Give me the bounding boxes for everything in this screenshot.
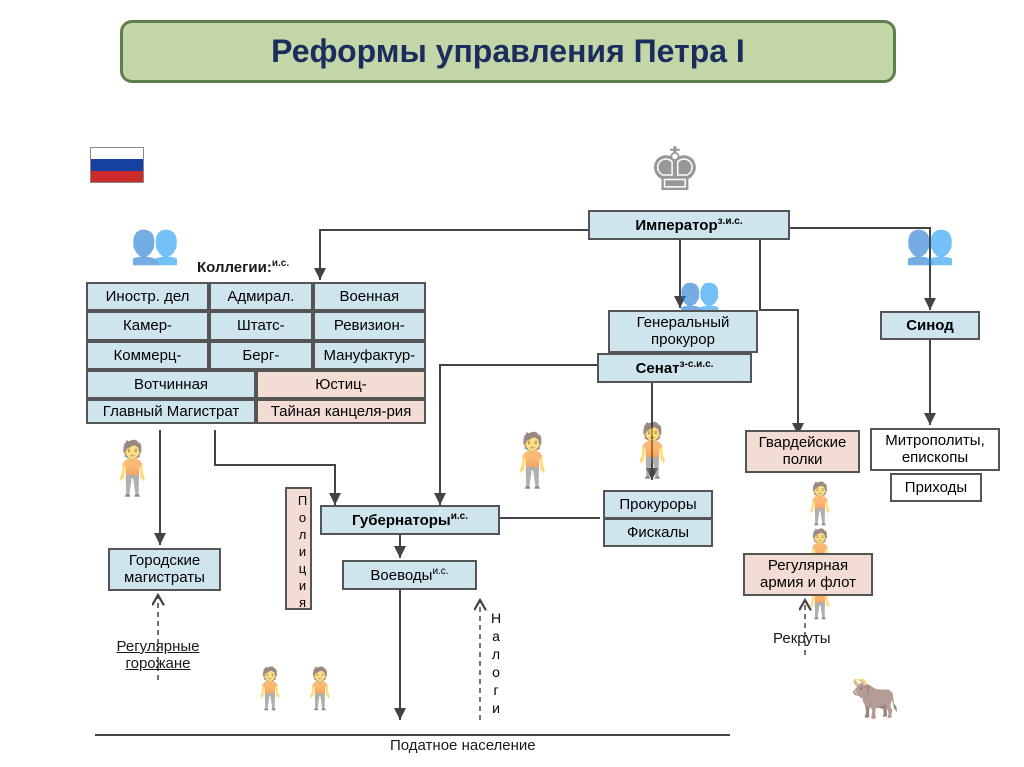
official-figure-icon: 🧍 bbox=[620, 420, 685, 481]
synod-figure-icon: 👥 bbox=[870, 220, 990, 267]
node-emperor: Императорз.и.с. bbox=[588, 210, 790, 240]
kollegii-grid: Иностр. дел Адмирал. Военная Камер- Штат… bbox=[86, 282, 426, 424]
cell-taynaya: Тайная канцеля-рия bbox=[256, 399, 426, 424]
senat-sup: з-с.и.с. bbox=[680, 359, 714, 370]
node-prokurory: Прокуроры bbox=[603, 490, 713, 519]
cell-shtats: Штатс- bbox=[209, 311, 313, 340]
cell-admiral: Адмирал. bbox=[209, 282, 313, 311]
emperor-figure-icon: ♚ bbox=[648, 135, 702, 205]
label-podat: Податное население bbox=[390, 737, 536, 754]
node-fiskaly: Фискалы bbox=[603, 518, 713, 547]
node-gormag: Городские магистраты bbox=[108, 548, 221, 591]
node-voevody: Воеводыи.с. bbox=[342, 560, 477, 590]
voevody-sup: и.с. bbox=[432, 566, 448, 577]
cell-inostr: Иностр. дел bbox=[86, 282, 209, 311]
gubernatory-sup: и.с. bbox=[451, 511, 468, 522]
emperor-sup: з.и.с. bbox=[718, 216, 743, 227]
cell-berg: Берг- bbox=[209, 341, 313, 370]
node-prihody: Приходы bbox=[890, 473, 982, 502]
node-senat: Сенатз-с.и.с. bbox=[597, 353, 752, 383]
governor-figure-icon: 🧍 bbox=[500, 430, 565, 491]
node-genprokuror: Генеральный прокурор bbox=[608, 310, 758, 353]
senate-figure-icon: 👥 bbox=[650, 275, 750, 315]
kollegii-heading: Коллегии:и.с. bbox=[197, 258, 289, 276]
townsfolk-figure-icon: 🧍🧍 bbox=[235, 665, 355, 712]
cell-votchin: Вотчинная bbox=[86, 370, 256, 399]
plowman-figure-icon: 🐂 bbox=[800, 675, 950, 722]
voevody-label: Воеводы bbox=[370, 567, 432, 584]
gubernatory-label: Губернаторы bbox=[352, 512, 451, 529]
label-nalogi: Налоги bbox=[488, 610, 504, 720]
cell-voennaya: Военная bbox=[313, 282, 426, 311]
emperor-label: Император bbox=[635, 217, 717, 234]
senat-label: Сенат bbox=[636, 360, 680, 377]
soldiers-figure-icon: 🧍🧍🧍 bbox=[775, 480, 865, 621]
cell-revizion: Ревизион- bbox=[313, 311, 426, 340]
node-mitropol: Митрополиты, епископы bbox=[870, 428, 1000, 471]
noble-figure-icon: 🧍 bbox=[100, 438, 165, 499]
node-gubernatory: Губернаторыи.с. bbox=[320, 505, 500, 535]
label-rekruty: Рекруты bbox=[773, 630, 831, 647]
russia-flag-icon bbox=[90, 147, 144, 183]
kollegii-label: Коллегии: bbox=[197, 259, 272, 276]
diagram-title: Реформы управления Петра I bbox=[120, 20, 896, 83]
cell-yustic: Юстиц- bbox=[256, 370, 426, 399]
node-policia: Полиция bbox=[285, 487, 312, 610]
kollegii-sup: и.с. bbox=[272, 258, 289, 269]
cell-kamer: Камер- bbox=[86, 311, 209, 340]
cell-glavmag: Главный Магистрат bbox=[86, 399, 256, 424]
label-reggorozh: Регулярные горожане bbox=[98, 638, 218, 672]
node-sinod: Синод bbox=[880, 311, 980, 340]
node-gvard: Гвардейские полки bbox=[745, 430, 860, 473]
cell-manufaktur: Мануфактур- bbox=[313, 341, 426, 370]
cell-kommerc: Коммерц- bbox=[86, 341, 209, 370]
node-regarmy: Регулярная армия и флот bbox=[743, 553, 873, 596]
